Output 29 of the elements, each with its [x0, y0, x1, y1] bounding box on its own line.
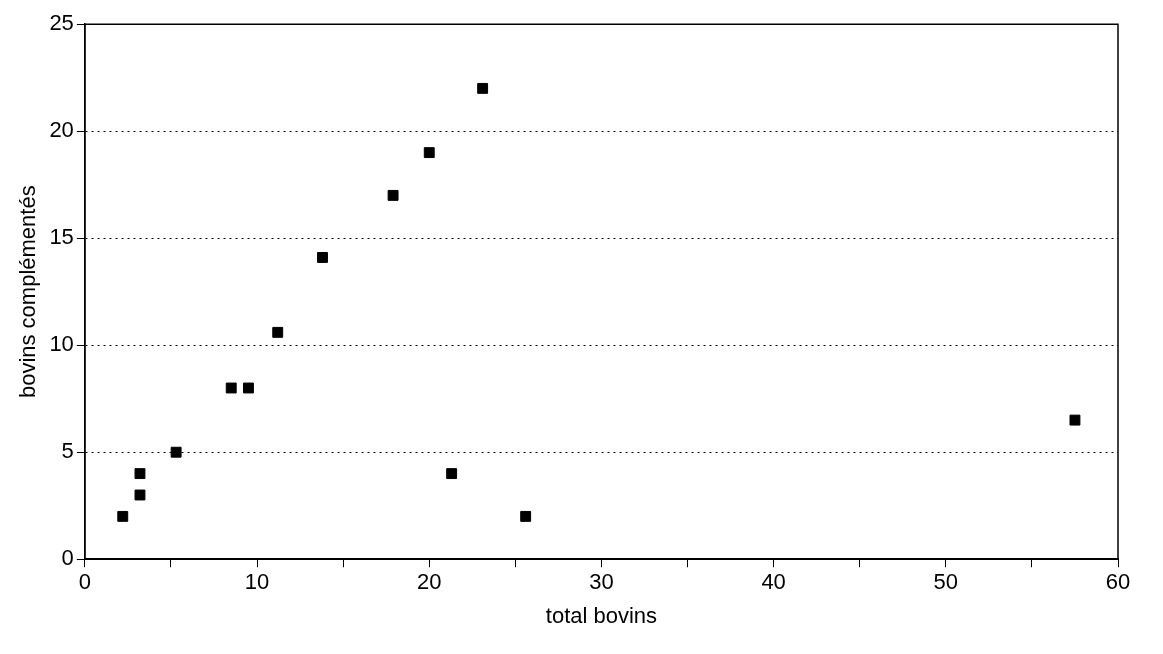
point: [423, 147, 435, 159]
y-tick-label: 10: [49, 331, 74, 357]
point: [1069, 414, 1081, 426]
point: [520, 510, 532, 522]
x-axis-title: total bovins: [545, 602, 658, 628]
point: [477, 82, 489, 94]
point: [117, 510, 129, 522]
y-axis-title: bovins complémentés: [15, 185, 41, 399]
x-tick-label: 30: [589, 569, 614, 595]
x-tick-label: 20: [417, 569, 442, 595]
y-tick-label: 20: [49, 117, 74, 143]
x-tick-label: 0: [78, 569, 91, 595]
point: [272, 326, 284, 338]
point: [387, 189, 399, 201]
x-tick-label: 40: [761, 569, 786, 595]
x-tick-label: 60: [1105, 569, 1131, 595]
y-tick-label: 0: [61, 545, 74, 571]
y-tick-label: 25: [49, 10, 74, 36]
point: [134, 489, 146, 501]
point: [225, 382, 237, 394]
y-tick-label: 15: [49, 224, 74, 250]
y-tick-label: 5: [61, 438, 74, 464]
x-tick-label: 50: [933, 569, 959, 595]
point: [317, 252, 328, 263]
point: [243, 382, 254, 394]
point: [134, 468, 146, 480]
x-tick-label: 10: [244, 569, 270, 595]
point: [170, 446, 182, 458]
point: [446, 468, 458, 480]
